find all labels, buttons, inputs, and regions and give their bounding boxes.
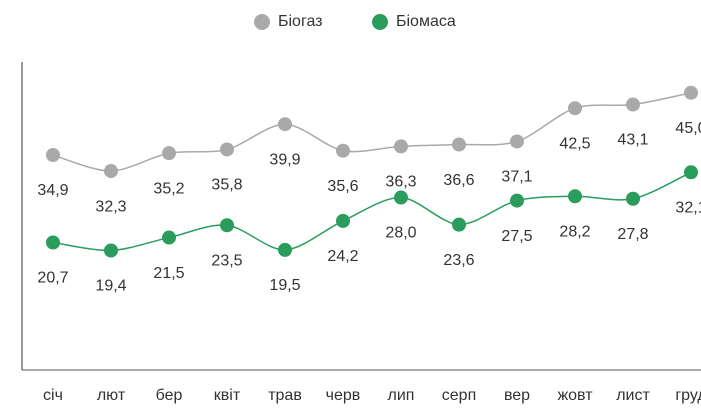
data-point bbox=[684, 85, 698, 100]
data-point bbox=[568, 101, 582, 116]
data-point bbox=[46, 148, 60, 163]
x-tick-label: серп bbox=[442, 387, 476, 404]
data-point bbox=[626, 97, 640, 112]
x-tick-label: трав bbox=[268, 387, 302, 404]
legend-label: Біомаса bbox=[396, 13, 456, 30]
x-tick-label: груд bbox=[675, 387, 701, 404]
data-label: 35,6 bbox=[327, 178, 358, 195]
data-point bbox=[568, 189, 582, 204]
data-label: 35,8 bbox=[211, 177, 242, 194]
data-label: 32,1 bbox=[675, 199, 701, 216]
data-label: 23,5 bbox=[211, 252, 242, 269]
data-label: 37,1 bbox=[501, 169, 532, 186]
x-tick-label: квіт bbox=[214, 387, 241, 404]
x-tick-label: лип bbox=[388, 387, 415, 404]
x-tick-label: вер bbox=[504, 387, 530, 404]
data-point bbox=[220, 142, 234, 157]
x-tick-label: лист bbox=[616, 387, 650, 404]
series-line bbox=[52, 171, 692, 252]
data-point bbox=[104, 243, 118, 258]
data-label: 28,0 bbox=[385, 225, 416, 242]
data-point bbox=[510, 193, 524, 208]
data-label: 27,5 bbox=[501, 228, 532, 245]
data-point bbox=[626, 191, 640, 206]
data-label: 42,5 bbox=[559, 135, 590, 152]
series-line bbox=[52, 92, 692, 172]
data-point bbox=[46, 235, 60, 250]
data-point bbox=[336, 143, 350, 158]
legend-label: Біогаз bbox=[278, 13, 323, 30]
legend-marker bbox=[254, 14, 270, 30]
x-tick-label: лют bbox=[97, 387, 126, 404]
data-label: 19,5 bbox=[269, 277, 300, 294]
data-point bbox=[162, 146, 176, 161]
data-label: 35,2 bbox=[153, 180, 184, 197]
data-point bbox=[278, 117, 292, 132]
data-label: 36,6 bbox=[443, 172, 474, 189]
data-label: 24,2 bbox=[327, 248, 358, 265]
data-label: 23,6 bbox=[443, 252, 474, 269]
data-label: 34,9 bbox=[37, 182, 68, 199]
data-label: 32,3 bbox=[95, 198, 126, 215]
data-label: 39,9 bbox=[269, 151, 300, 168]
data-label: 28,2 bbox=[559, 224, 590, 241]
data-point bbox=[684, 165, 698, 180]
data-point bbox=[104, 164, 118, 179]
data-point bbox=[452, 217, 466, 232]
data-label: 21,5 bbox=[153, 265, 184, 282]
data-point bbox=[394, 190, 408, 205]
x-tick-label: черв bbox=[326, 387, 361, 404]
data-label: 36,3 bbox=[385, 174, 416, 191]
legend-marker bbox=[372, 14, 388, 30]
data-label: 27,8 bbox=[617, 226, 648, 243]
x-tick-label: бер bbox=[156, 387, 183, 404]
x-tick-label: жовт bbox=[557, 387, 593, 404]
data-point bbox=[278, 242, 292, 257]
data-label: 20,7 bbox=[37, 270, 68, 287]
data-label: 45,0 bbox=[675, 120, 701, 137]
data-point bbox=[394, 139, 408, 154]
data-label: 43,1 bbox=[617, 132, 648, 149]
data-point bbox=[336, 213, 350, 228]
data-point bbox=[162, 230, 176, 245]
x-tick-label: січ bbox=[43, 387, 63, 404]
data-point bbox=[220, 218, 234, 233]
data-point bbox=[452, 137, 466, 152]
data-label: 19,4 bbox=[95, 278, 126, 295]
data-point bbox=[510, 134, 524, 149]
